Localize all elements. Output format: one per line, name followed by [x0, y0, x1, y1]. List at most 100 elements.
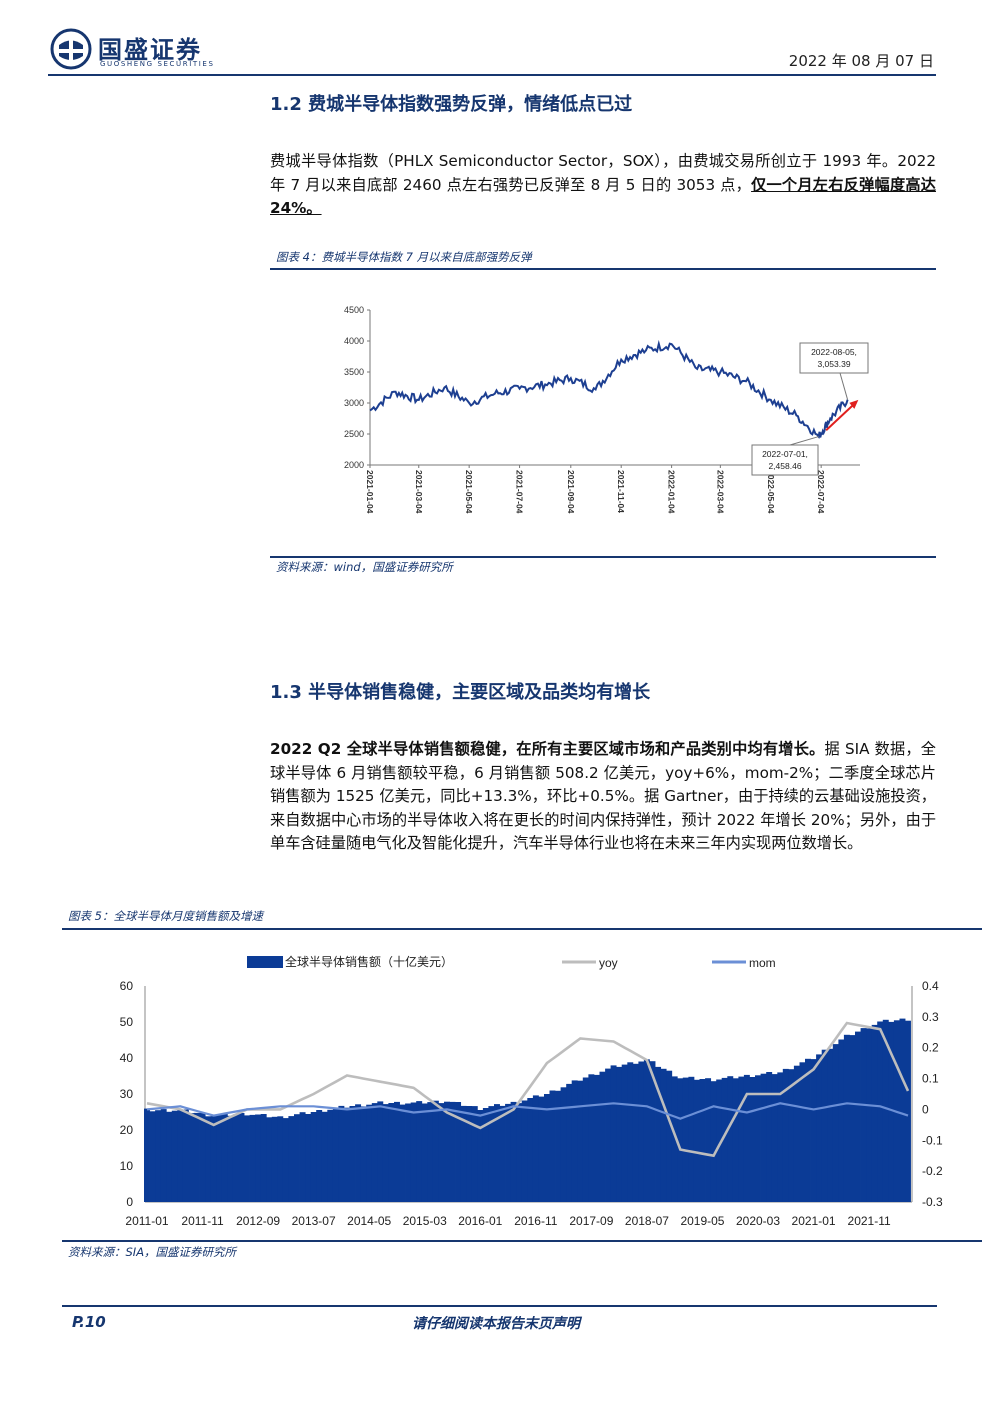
left-tick-label: 40: [120, 1051, 134, 1065]
sales-bar: [171, 1110, 178, 1202]
sales-bar: [849, 1035, 856, 1202]
sales-bar: [405, 1103, 412, 1202]
x-tick-label: 2022-01-04: [667, 470, 677, 514]
sales-bar: [605, 1068, 612, 1202]
sales-bar: [421, 1103, 428, 1202]
sales-bar: [427, 1102, 434, 1202]
sales-bar: [194, 1112, 200, 1202]
sales-bar: [655, 1066, 662, 1202]
sales-bar: [721, 1077, 728, 1202]
sales-bar: [505, 1103, 512, 1202]
x-tick-label: 2016-11: [514, 1214, 557, 1228]
sales-bar: [688, 1076, 695, 1202]
section-1-2-paragraph: 费城半导体指数（PHLX Semiconductor Sector，SOX），由…: [270, 150, 936, 221]
sales-bar: [610, 1065, 617, 1202]
sales-bar: [716, 1079, 723, 1202]
sales-bar: [555, 1090, 562, 1202]
figure-4-source: 资料来源：wind，国盛证券研究所: [276, 560, 453, 574]
sales-bar: [643, 1059, 650, 1202]
sales-bar: [388, 1103, 395, 1202]
left-tick-label: 50: [120, 1015, 134, 1029]
sales-bar: [177, 1109, 184, 1202]
company-name: 国盛证券: [98, 36, 202, 64]
sales-bar: [560, 1087, 567, 1202]
report-date: 2022 年 08 月 07 日: [788, 52, 934, 70]
sales-bar: [238, 1113, 245, 1202]
sales-bar: [671, 1076, 678, 1202]
figure-5-caption: 图表 5：全球半导体月度销售额及增速: [68, 909, 263, 923]
figure-5-source: 资料来源：SIA，国盛证券研究所: [68, 1245, 237, 1259]
sales-bar: [471, 1106, 478, 1202]
sales-bar: [366, 1104, 373, 1202]
right-tick-label: -0.3: [922, 1195, 943, 1209]
sales-bar: [377, 1101, 384, 1202]
sales-bar: [488, 1106, 495, 1202]
sales-bar: [549, 1090, 556, 1202]
sales-bar: [444, 1101, 450, 1202]
sales-bar: [205, 1116, 212, 1202]
paragraph-lead: 2022 Q2 全球半导体销售额稳健，在所有主要区域市场和产品类别中均有增长。: [270, 740, 825, 758]
sales-bar: [249, 1114, 256, 1202]
sales-bar: [882, 1019, 889, 1202]
sales-bar: [577, 1080, 584, 1202]
figure-5-bottom-rule: [62, 1240, 982, 1242]
left-tick-label: 30: [120, 1087, 134, 1101]
page-number: P.10: [72, 1313, 106, 1331]
sales-bar: [749, 1077, 756, 1202]
x-tick-label: 2011-11: [181, 1214, 224, 1228]
x-tick-label: 2021-01-04: [365, 470, 375, 514]
x-tick-label: 2021-11-04: [616, 470, 626, 513]
sales-bar: [827, 1048, 834, 1202]
section-1-3-paragraph: 2022 Q2 全球半导体销售额稳健，在所有主要区域市场和产品类别中均有增长。据…: [270, 738, 936, 856]
sales-bar: [538, 1096, 545, 1202]
x-tick-label: 2014-05: [347, 1214, 391, 1228]
sales-bar: [510, 1101, 517, 1202]
legend-swatch-sales: [247, 956, 283, 968]
annotation-value-high: 3,053.39: [817, 359, 850, 369]
sales-bar: [410, 1102, 417, 1202]
legend-label-mom: mom: [749, 956, 776, 970]
sales-bar: [449, 1101, 456, 1202]
x-tick-label: 2021-07-04: [515, 470, 525, 514]
sales-bar: [394, 1101, 400, 1202]
sales-bar: [788, 1069, 795, 1202]
section-title-1-3: 1.3 半导体销售稳健，主要区域及品类均有增长: [270, 682, 651, 703]
sales-bar: [571, 1080, 578, 1202]
sales-bar: [905, 1020, 911, 1202]
right-tick-label: 0: [922, 1102, 929, 1116]
sales-bar: [266, 1117, 273, 1202]
sales-bar: [221, 1113, 228, 1202]
company-logo-icon: [50, 28, 92, 70]
x-tick-label: 2021-05-04: [464, 470, 474, 514]
sales-bar: [344, 1107, 350, 1202]
y-tick-label: 3000: [344, 398, 364, 408]
right-tick-label: 0.4: [922, 979, 939, 993]
sales-bar: [332, 1107, 339, 1202]
left-tick-label: 20: [120, 1123, 134, 1137]
sales-bar: [527, 1098, 534, 1202]
sales-bar: [699, 1079, 706, 1202]
sales-bar: [871, 1024, 878, 1202]
sales-bar: [432, 1100, 439, 1202]
x-tick-label: 2011-01: [125, 1214, 168, 1228]
x-tick-label: 2021-01: [792, 1214, 836, 1228]
x-tick-label: 2019-05: [680, 1214, 724, 1228]
x-tick-label: 2016-01: [458, 1214, 502, 1228]
sales-bar: [155, 1110, 162, 1202]
sales-bar: [793, 1065, 800, 1202]
sales-bar: [271, 1116, 278, 1202]
right-tick-label: 0.1: [922, 1072, 939, 1086]
sales-bar: [743, 1074, 750, 1202]
sales-bar: [860, 1028, 867, 1202]
paragraph-emphasis-value: 24%。: [270, 199, 322, 217]
sales-bar: [494, 1104, 500, 1202]
sales-bar: [755, 1075, 761, 1202]
sales-bar: [399, 1104, 406, 1202]
yoy-series-line: [146, 1021, 910, 1158]
footer-disclaimer: 请仔细阅读本报告末页声明: [412, 1316, 580, 1332]
annotation-leader-high: [839, 372, 849, 400]
sales-bar: [760, 1073, 767, 1202]
footer-divider: [62, 1305, 937, 1307]
sales-bar: [632, 1063, 639, 1202]
